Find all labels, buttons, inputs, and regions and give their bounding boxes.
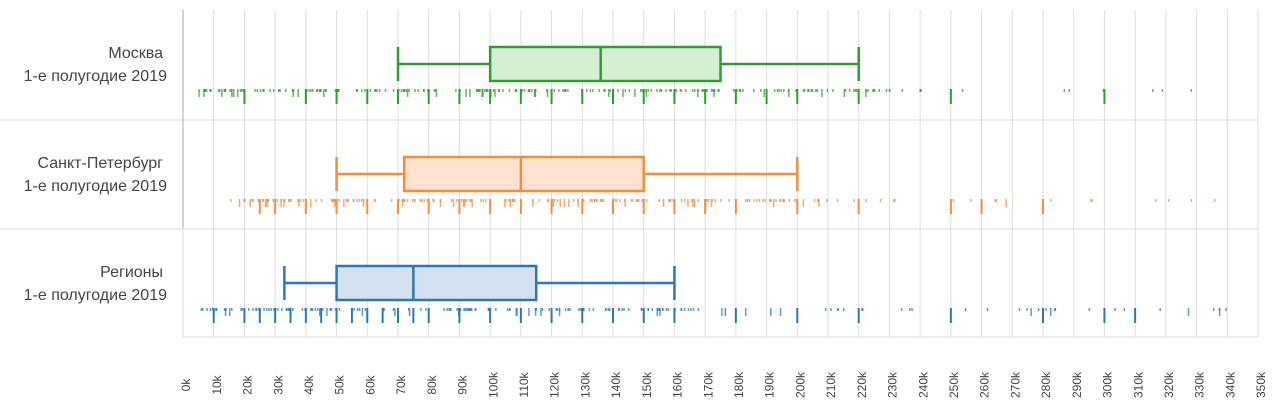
x-tick-label: 300k (1101, 371, 1115, 398)
x-tick-label: 60k (363, 374, 377, 394)
box-series-1 (230, 155, 1216, 214)
x-tick-label: 270k (1008, 371, 1022, 398)
x-tick-label: 120k (548, 371, 562, 398)
x-tick-label: 330k (1193, 371, 1207, 398)
x-tick-label: 50k (333, 374, 347, 394)
category-label-line2: 1-е полугодие 2019 (24, 68, 167, 85)
x-tick-label: 260k (978, 371, 992, 398)
category-label-line2: 1-е полугодие 2019 (24, 178, 167, 195)
x-tick-label: 20k (241, 374, 255, 394)
x-tick-label: 290k (1070, 371, 1084, 398)
x-tick-label: 220k (855, 371, 869, 398)
x-tick-label: 130k (578, 371, 592, 398)
x-tick-label: 190k (763, 371, 777, 398)
x-tick-label: 200k (793, 371, 807, 398)
x-tick-label: 280k (1039, 371, 1053, 398)
category-label-line2: 1-е полугодие 2019 (24, 287, 167, 304)
box-series-2 (200, 264, 1227, 323)
category-label-line1: Санкт-Петербург (38, 155, 164, 172)
x-tick-label: 40k (302, 374, 316, 394)
category-label-line1: Регионы (100, 264, 163, 281)
x-tick-label: 100k (486, 371, 500, 398)
x-tick-label: 70k (394, 374, 408, 394)
category-label-line1: Москва (108, 45, 163, 62)
x-tick-label: 90k (456, 374, 470, 394)
x-tick-label: 350k (1254, 371, 1268, 398)
x-tick-label: 150k (640, 371, 654, 398)
x-tick-label: 250k (947, 371, 961, 398)
x-tick-label: 310k (1131, 371, 1145, 398)
x-tick-label: 10k (210, 374, 224, 394)
x-tick-label: 0k (179, 378, 193, 392)
x-tick-label: 80k (425, 374, 439, 394)
x-tick-label: 320k (1162, 371, 1176, 398)
box-series (198, 45, 1227, 323)
x-tick-label: 140k (609, 371, 623, 398)
iqr-box (402, 155, 645, 193)
box-series-0 (198, 45, 1193, 104)
x-tick-label: 210k (824, 371, 838, 398)
x-tick-labels: 0k 10k 20k 30k 40k 50k 60k 70k 80k 90k 100k 110k 120… (179, 371, 1268, 398)
x-tick-label: 240k (916, 371, 930, 398)
x-tick-label: 110k (517, 371, 531, 397)
x-tick-label: 340k (1223, 371, 1237, 398)
category-separators (0, 119, 1258, 338)
x-tick-label: 160k (671, 371, 685, 398)
category-labels: Москва 1-е полугодие 2019 Санкт-Петербург 1… (24, 45, 167, 304)
iqr-box (335, 264, 538, 302)
x-tick-label: 170k (701, 371, 715, 398)
iqr-box (488, 45, 722, 83)
x-tick-label: 180k (732, 371, 746, 398)
x-tick-label: 230k (886, 371, 900, 398)
x-tick-label: 30k (271, 374, 285, 394)
